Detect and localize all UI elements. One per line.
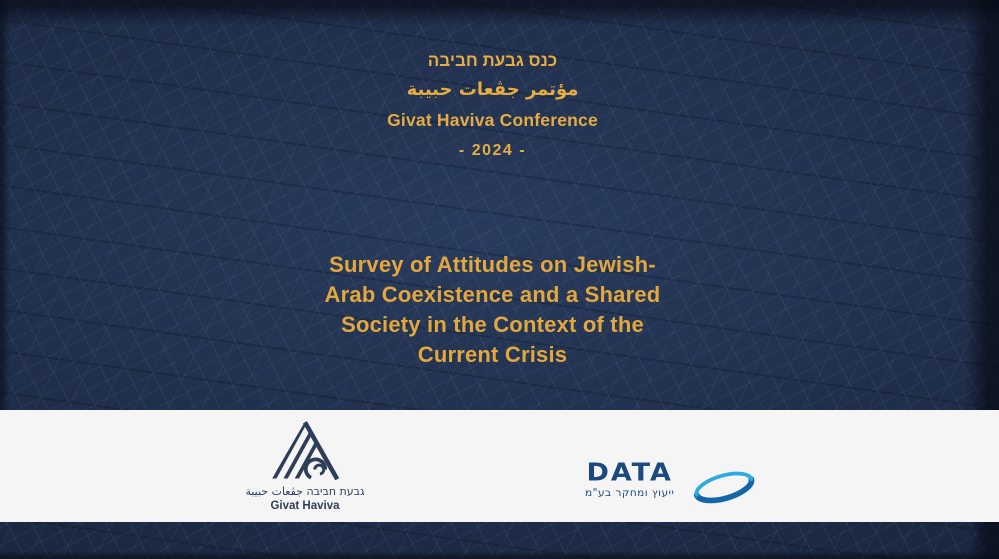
title-line-1: Survey of Attitudes on Jewish- xyxy=(329,252,656,277)
header-arabic: مؤتمر جڤعات حبيبة xyxy=(406,79,579,100)
title-line-4: Current Crisis xyxy=(417,342,568,367)
slide-title: Survey of Attitudes on Jewish- Arab Coex… xyxy=(0,250,985,370)
data-wordmark: DATA xyxy=(586,458,673,487)
title-line-2: Arab Coexistence and a Shared xyxy=(324,282,661,307)
header-hebrew: כנס גבעת חביבה xyxy=(427,51,558,70)
givat-caption-bilingual: גבעת חביבה جڤعات حبيبة xyxy=(245,485,365,498)
givat-haviva-logo-icon xyxy=(267,421,343,484)
data-subtext: ייעוץ ומחקר בע"מ xyxy=(585,487,675,499)
footer-band: גבעת חביבה جڤعات حبيبة Givat Haviva DATA… xyxy=(0,410,999,522)
header-english: Givat Haviva Conference xyxy=(387,110,598,130)
title-line-3: Society in the Context of the xyxy=(341,312,644,337)
givat-caption-english: Givat Haviva xyxy=(270,500,340,512)
header-year: - 2024 - xyxy=(458,142,527,159)
data-logo: DATA ייעוץ ומחקר בע"מ xyxy=(585,460,760,513)
data-swoosh-icon xyxy=(688,466,760,513)
givat-haviva-logo: גבעת חביבה جڤعات حبيبة Givat Haviva xyxy=(235,420,375,514)
conference-header: כנס גבעת חביבה مؤتمر جڤعات حبيبة Givat H… xyxy=(0,48,985,166)
